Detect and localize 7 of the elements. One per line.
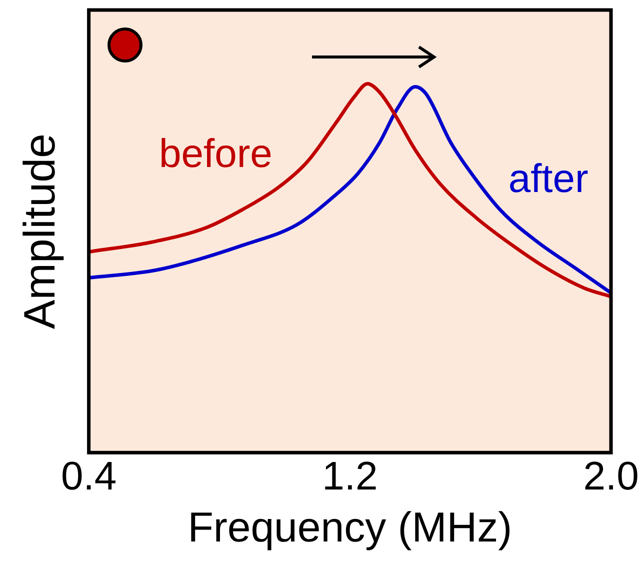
x-tick-label: 1.2 xyxy=(322,454,378,499)
series-label: before xyxy=(158,132,272,176)
series-label: after xyxy=(508,156,588,201)
x-tick-label: 0.4 xyxy=(60,454,117,499)
x-axis-title: Frequency (MHz) xyxy=(188,503,512,550)
y-axis-title: Amplitude xyxy=(16,133,65,330)
x-tick-label: 2.0 xyxy=(583,454,639,499)
